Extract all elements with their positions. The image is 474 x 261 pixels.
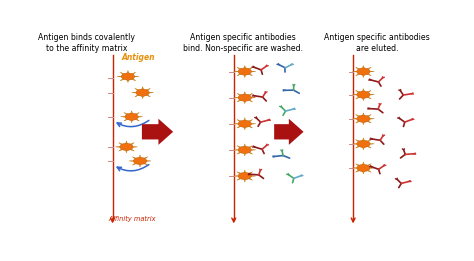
Polygon shape: [234, 118, 256, 130]
Circle shape: [357, 68, 370, 75]
Polygon shape: [274, 119, 303, 145]
Text: Affinity matrix: Affinity matrix: [109, 216, 156, 222]
Circle shape: [136, 89, 149, 96]
Polygon shape: [117, 70, 139, 82]
Text: Antigen specific antibodies
bind. Non-specific are washed.: Antigen specific antibodies bind. Non-sp…: [183, 33, 303, 53]
Polygon shape: [234, 170, 256, 182]
Polygon shape: [352, 162, 374, 174]
Circle shape: [125, 113, 138, 120]
Polygon shape: [142, 119, 173, 145]
Circle shape: [120, 143, 133, 151]
Polygon shape: [120, 111, 143, 123]
Text: Antigen: Antigen: [122, 53, 155, 62]
Polygon shape: [129, 155, 151, 167]
Polygon shape: [352, 66, 374, 78]
Polygon shape: [352, 138, 374, 150]
Polygon shape: [234, 92, 256, 104]
Circle shape: [238, 120, 251, 127]
Text: Antigen binds covalently
to the affinity matrix: Antigen binds covalently to the affinity…: [38, 33, 135, 53]
Polygon shape: [234, 144, 256, 156]
Polygon shape: [352, 113, 374, 125]
Circle shape: [357, 164, 370, 171]
Polygon shape: [234, 66, 256, 78]
Circle shape: [238, 94, 251, 101]
Polygon shape: [116, 141, 137, 153]
Polygon shape: [132, 87, 154, 99]
Circle shape: [238, 173, 251, 180]
Circle shape: [121, 73, 135, 80]
Circle shape: [238, 68, 251, 75]
Circle shape: [357, 140, 370, 147]
Text: Antigen specific antibodies
are eluted.: Antigen specific antibodies are eluted.: [324, 33, 430, 53]
Polygon shape: [352, 88, 374, 101]
Circle shape: [134, 157, 146, 165]
Circle shape: [238, 146, 251, 153]
Circle shape: [357, 115, 370, 122]
Circle shape: [357, 91, 370, 98]
